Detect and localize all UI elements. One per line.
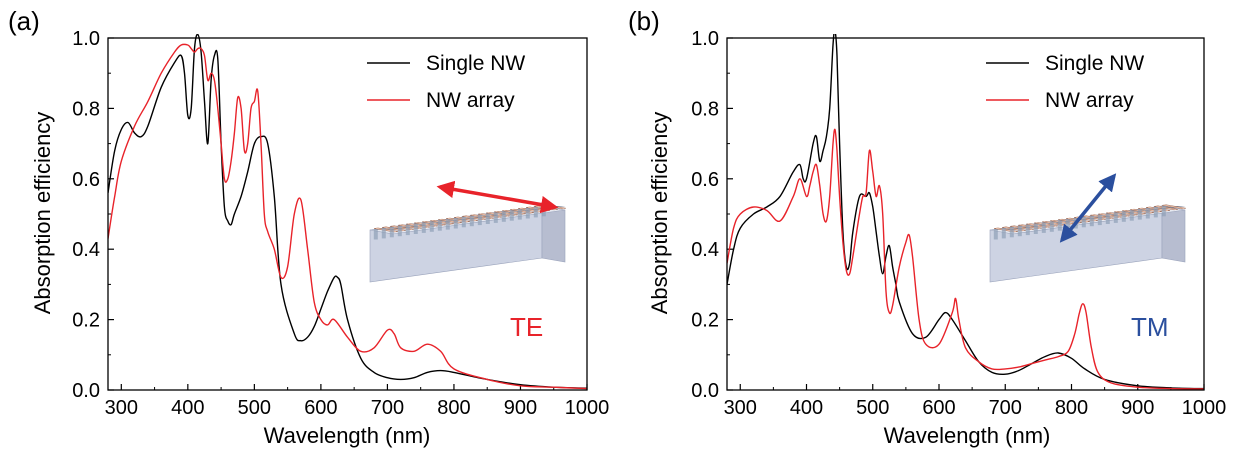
inset-wire-end: [446, 220, 450, 230]
inset-wire-end: [390, 227, 394, 237]
inset-wire-end: [438, 221, 442, 231]
x-tick-label: 900: [1121, 397, 1154, 419]
nanowire-array-inset: [990, 176, 1186, 282]
legend-label-nw-array: NW array: [1045, 89, 1134, 112]
polarization-arrow: [440, 187, 555, 207]
inset-wire-end: [1122, 212, 1126, 222]
x-tick-label: 500: [856, 397, 889, 419]
y-axis-label: Absorption efficiency: [647, 112, 672, 315]
panel-a: (a) Absorption efficiency Wavelength (nm…: [8, 6, 609, 448]
panel-b: (b) Absorption efficiency Wavelength (nm…: [628, 6, 1226, 448]
y-tick-label: 0.8: [691, 98, 719, 120]
inset-wire-end: [470, 216, 474, 226]
inset-wire-end: [1106, 214, 1110, 224]
inset-wire-end: [1154, 207, 1158, 217]
inset-wire-end: [510, 211, 514, 221]
x-axis-label: Wavelength (nm): [884, 423, 1051, 448]
inset-wire-end: [502, 212, 506, 222]
legend: Single NW NW array: [986, 52, 1144, 112]
y-tick-label: 0.6: [691, 169, 719, 191]
x-tick-label: 900: [504, 397, 537, 419]
inset-wire-end: [406, 225, 410, 235]
y-tick-label: 0.8: [72, 98, 100, 120]
y-tick-label: 0.2: [691, 310, 719, 332]
inset-wire-end: [1058, 221, 1062, 231]
inset-wire-end: [1066, 220, 1070, 230]
inset-wire-end: [518, 210, 522, 220]
inset-wire-end: [1138, 210, 1142, 220]
inset-wire-end: [1098, 215, 1102, 225]
inset-wire-end: [1114, 213, 1118, 223]
inset-wire-end: [398, 226, 402, 236]
inset-wire-end: [1082, 217, 1086, 227]
inset-wire-end: [1146, 209, 1150, 219]
inset-wire-end: [1010, 227, 1014, 237]
inset-wire-end: [542, 206, 546, 216]
inset-wire-end: [486, 214, 490, 224]
polarization-label: TE: [510, 312, 543, 342]
legend-label-nw-array: NW array: [426, 89, 515, 112]
inset-wire-end: [1042, 223, 1046, 233]
y-tick-label: 1.0: [72, 28, 100, 50]
y-axis-label: Absorption efficiency: [30, 112, 55, 315]
legend-label-single-nw: Single NW: [1045, 52, 1144, 75]
inset-wire-end: [1018, 226, 1022, 236]
x-tick-label: 300: [105, 397, 138, 419]
y-tick-label: 0.0: [72, 380, 100, 402]
x-tick-label: 400: [171, 397, 204, 419]
x-tick-label: 1000: [1182, 397, 1227, 419]
y-tick-label: 0.2: [72, 310, 100, 332]
inset-wire-end: [1026, 225, 1030, 235]
inset-wire-end: [1162, 206, 1166, 216]
nanowire-array-inset: [370, 187, 566, 282]
inset-wire-end: [374, 230, 378, 240]
legend-label-single-nw: Single NW: [426, 52, 525, 75]
x-tick-label: 800: [437, 397, 470, 419]
x-tick-label: 800: [1055, 397, 1088, 419]
inset-wire-end: [994, 230, 998, 240]
y-tick-label: 0.0: [691, 380, 719, 402]
panel-label: (a): [8, 6, 40, 36]
x-axis-label: Wavelength (nm): [264, 423, 431, 448]
y-tick-label: 1.0: [691, 28, 719, 50]
inset-wire-end: [454, 219, 458, 229]
y-tick-label: 0.6: [72, 169, 100, 191]
x-tick-label: 400: [790, 397, 823, 419]
inset-wire-end: [1130, 211, 1134, 221]
inset-wire-end: [494, 213, 498, 223]
x-tick-label: 1000: [565, 397, 610, 419]
inset-wire-end: [534, 207, 538, 217]
inset-wire-end: [478, 215, 482, 225]
inset-wire-end: [526, 209, 530, 219]
inset-wire-end: [414, 224, 418, 234]
inset-wire-end: [1090, 216, 1094, 226]
inset-wire-end: [1034, 224, 1038, 234]
inset-wire-end: [422, 223, 426, 233]
polarization-label: TM: [1131, 312, 1169, 342]
x-tick-label: 600: [304, 397, 337, 419]
inset-wire-end: [430, 222, 434, 232]
x-tick-label: 700: [989, 397, 1022, 419]
x-tick-label: 500: [238, 397, 271, 419]
inset-wire-end: [1050, 222, 1054, 232]
x-tick-label: 300: [724, 397, 757, 419]
panel-label: (b): [628, 6, 660, 36]
inset-wire-end: [462, 217, 466, 227]
x-tick-label: 600: [922, 397, 955, 419]
y-tick-label: 0.4: [72, 239, 100, 261]
y-tick-label: 0.4: [691, 239, 719, 261]
x-tick-label: 700: [371, 397, 404, 419]
inset-wire-end: [382, 228, 386, 238]
inset-wire-end: [1002, 228, 1006, 238]
legend: Single NW NW array: [367, 52, 525, 112]
